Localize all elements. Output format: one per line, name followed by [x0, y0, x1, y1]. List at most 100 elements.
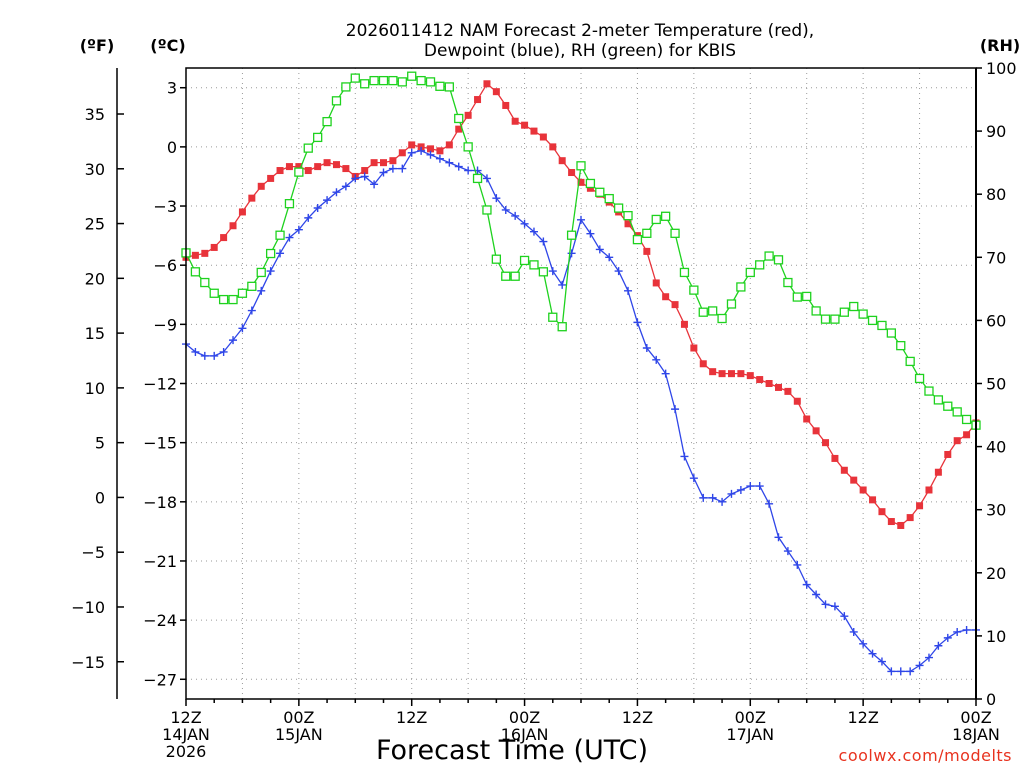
dewpoint-point	[200, 351, 209, 360]
dewpoint-point	[924, 653, 933, 662]
dewpoint-point	[680, 452, 689, 461]
temperature-point	[220, 234, 228, 242]
rh-point	[566, 230, 577, 240]
rh-point	[764, 251, 774, 261]
dewpoint-point	[868, 649, 877, 658]
x-tick-label: 15JAN	[275, 725, 323, 744]
rh-point	[651, 214, 661, 225]
rh-point	[256, 267, 266, 278]
dewpoint-point	[605, 253, 614, 262]
rh-point	[595, 187, 605, 197]
temperature-point	[690, 344, 698, 352]
rh-point	[755, 260, 765, 270]
dewpoint-point	[304, 213, 313, 222]
dewpoint-point	[736, 485, 745, 494]
celsius-tick-label: −21	[143, 552, 177, 571]
rh-tick-label: 10	[986, 627, 1006, 646]
temperature-point	[332, 161, 340, 169]
temperature-point	[229, 222, 237, 230]
chart-title-line1: 2026011412 NAM Forecast 2-meter Temperat…	[346, 21, 814, 41]
temperature-point	[831, 454, 839, 462]
dewpoint-point	[915, 661, 924, 670]
rh-point	[482, 205, 492, 215]
rh-point	[689, 285, 699, 295]
dewpoint-point	[426, 150, 435, 159]
rh-point	[491, 254, 502, 264]
dewpoint-point	[548, 267, 557, 276]
tick-labels: 30−3−6−9−12−15−18−21−24−2735302520151050…	[71, 59, 1016, 761]
dewpoint-point	[351, 174, 360, 183]
dewpoint-point	[708, 493, 717, 502]
celsius-tick-label: −12	[143, 375, 177, 394]
temperature-point	[709, 368, 717, 376]
dewpoint-point	[840, 612, 849, 621]
rh-point	[331, 96, 342, 106]
dewpoint-point	[417, 146, 426, 155]
dewpoint-point	[887, 667, 896, 676]
rh-tick-label: 0	[986, 690, 996, 709]
fahrenheit-tick-label: 20	[85, 269, 105, 288]
celsius-tick-label: −3	[153, 197, 177, 216]
dewpoint-point	[595, 245, 604, 254]
temperature-point	[756, 376, 764, 384]
dewpoint-point	[558, 280, 567, 289]
celsius-unit-label: (ºC)	[150, 36, 185, 55]
dewpoint-point	[821, 600, 830, 609]
dewpoint-point	[718, 497, 727, 506]
temperature-point	[370, 159, 378, 167]
temperature-point	[963, 431, 971, 439]
rh-point	[924, 386, 934, 396]
x-tick-label: 00Z	[509, 708, 540, 727]
temperature-point	[511, 117, 519, 125]
temperature-point	[746, 372, 754, 380]
temperature-point	[238, 208, 246, 216]
temperature-point	[276, 167, 284, 175]
rh-point	[858, 309, 868, 319]
temperature-point	[775, 383, 782, 391]
rh-point	[209, 288, 219, 298]
dewpoint-point	[191, 347, 200, 356]
temperature-point	[568, 169, 576, 177]
rh-point	[228, 294, 238, 305]
temperature-point	[408, 141, 416, 149]
rh-point	[557, 322, 567, 332]
fahrenheit-tick-label: 30	[85, 160, 105, 179]
rh-point	[265, 248, 276, 259]
temperature-point	[361, 167, 369, 175]
rh-point	[717, 313, 727, 324]
rh-point	[933, 395, 944, 405]
fahrenheit-tick-label: 25	[85, 215, 105, 234]
celsius-tick-label: 3	[167, 79, 177, 98]
rh-tick-label: 50	[986, 375, 1006, 394]
dewpoint-point	[266, 267, 275, 276]
temperature-point	[304, 167, 312, 175]
series-dewpoint	[182, 146, 980, 676]
rh-tick-label: 20	[986, 564, 1006, 583]
rh-point	[247, 281, 257, 291]
rh-point	[322, 116, 332, 127]
rh-point	[435, 81, 445, 91]
temperature-point	[878, 508, 886, 516]
dewpoint-point	[830, 602, 839, 611]
rh-tick-label: 90	[986, 122, 1006, 141]
temperature-point	[285, 163, 293, 171]
rh-tick-label: 100	[986, 59, 1017, 78]
rh-point	[360, 79, 370, 89]
dewpoint-point	[774, 533, 783, 542]
temperature-point	[483, 80, 491, 88]
fahrenheit-tick-label: −5	[81, 543, 105, 562]
temperature-point	[784, 387, 792, 395]
rh-point	[425, 77, 436, 87]
credit-label: coolwx.com/modelts	[839, 746, 1012, 765]
x-tick-label: 12Z	[847, 708, 878, 727]
dewpoint-point	[407, 148, 416, 157]
rh-unit-label: (RH)	[980, 36, 1020, 55]
celsius-tick-label: −27	[143, 670, 177, 689]
rh-tick-label: 30	[986, 501, 1006, 520]
rh-point	[407, 71, 417, 81]
x-tick-label: 16JAN	[501, 725, 549, 744]
temperature-point	[342, 165, 350, 173]
temperature-point	[464, 111, 472, 119]
temperature-point	[474, 96, 482, 104]
rh-point	[576, 161, 586, 171]
